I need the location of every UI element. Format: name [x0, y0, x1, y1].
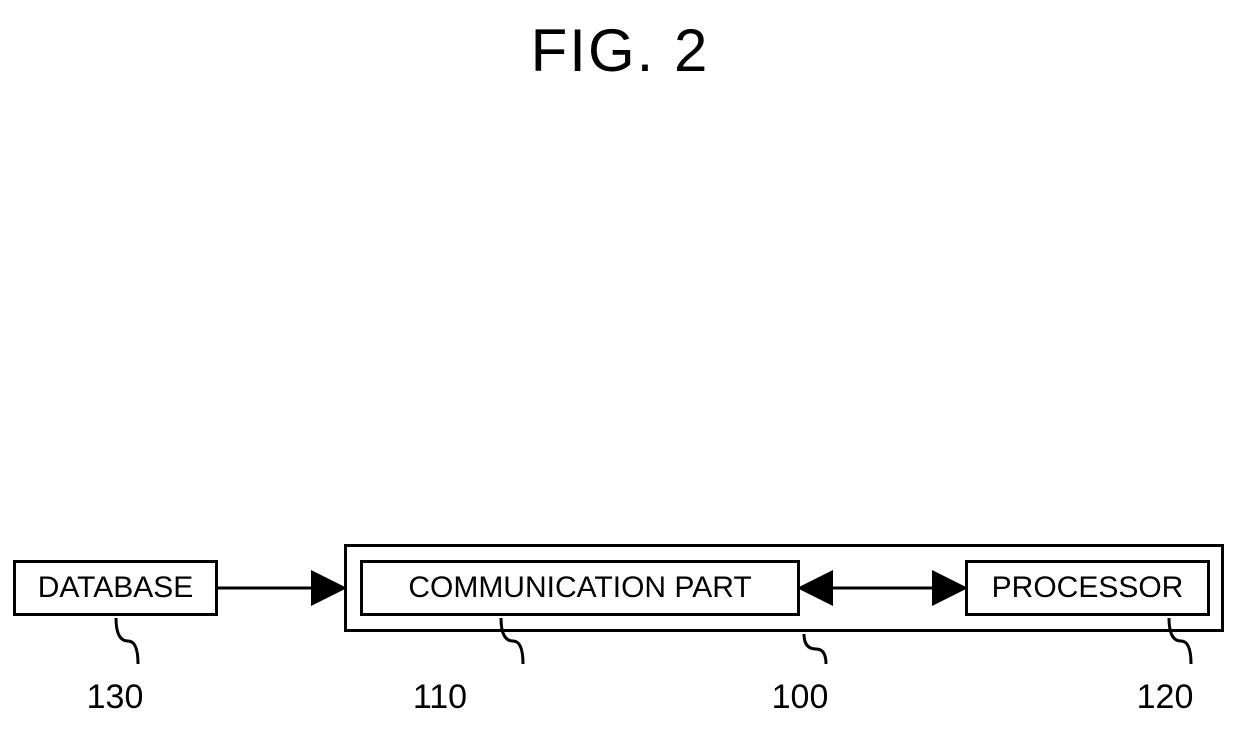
arrow-comm-processor: [800, 582, 965, 594]
ref-container: 100: [760, 678, 840, 717]
ref-database: 130: [75, 678, 155, 717]
communication-part-label: COMMUNICATION PART: [408, 571, 751, 605]
arrow-db-to-container: [218, 582, 344, 594]
database-label: DATABASE: [38, 571, 194, 605]
database-box: DATABASE: [13, 560, 218, 616]
leader-path: [804, 634, 826, 664]
processor-box: PROCESSOR: [965, 560, 1210, 616]
processor-label: PROCESSOR: [992, 571, 1184, 605]
leader-path: [116, 618, 138, 664]
figure-title: FIG. 2: [531, 16, 710, 85]
ref-comm: 110: [400, 678, 480, 717]
ref-processor: 120: [1125, 678, 1205, 717]
communication-part-box: COMMUNICATION PART: [360, 560, 800, 616]
